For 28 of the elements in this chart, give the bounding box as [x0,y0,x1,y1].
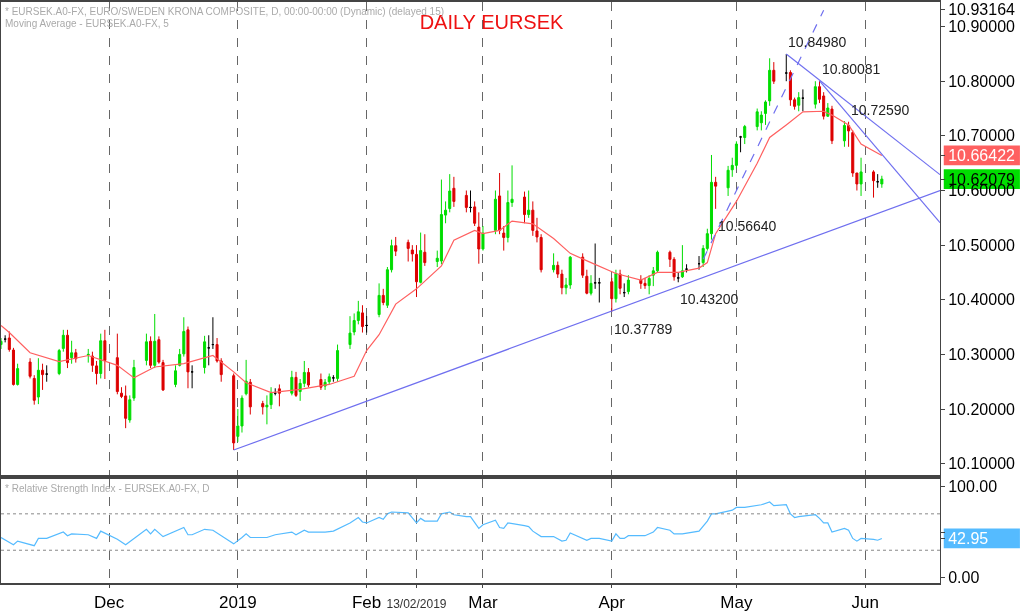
x-tick-label: Dec [93,593,125,612]
y-tick-label: 42.95 [948,530,989,548]
x-tick-label: Jun [851,593,879,612]
y-tick-label: 10.70000 [948,127,1016,145]
y-tick-label: 10.20000 [948,400,1016,418]
y-tick-label: 100.00 [948,478,998,496]
y-tick-label: 10.40000 [948,291,1016,309]
y-tick-label: 10.50000 [948,236,1016,254]
annotation: * Relative Strength Index - EURSEK.A0-FX, D [5,483,210,494]
y-tick-label: 10.90000 [948,18,1016,36]
x-tick-label: Mar [468,593,498,612]
annotation: 10.84980 [788,34,847,50]
y-tick-label: 10.10000 [948,455,1016,473]
annotation: 10.37789 [614,321,673,337]
x-tick-label: 13/02/2019 [386,597,447,612]
x-tick-label: Feb [351,593,382,612]
y-tick-label: 0.00 [948,569,980,587]
x-tick-label: May [720,593,753,612]
y-tick-label: 10.80000 [948,72,1016,90]
y-tick-label: 10.66422 [948,147,1016,165]
y-tick-label: 10.30000 [948,346,1016,364]
annotation: 10.80081 [822,61,881,77]
annotation: 10.72590 [851,102,910,118]
x-tick-label: 2019 [218,593,257,612]
annotation: 10.43200 [680,291,739,307]
y-tick-label: 10.93164 [948,0,1016,18]
annotation: 10.56640 [718,218,777,234]
x-tick-label: Apr [598,593,626,612]
